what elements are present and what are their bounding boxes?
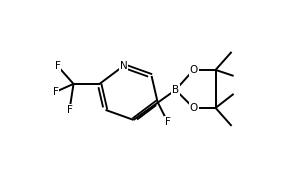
Text: F: F (53, 87, 59, 97)
Text: O: O (189, 103, 198, 113)
Text: F: F (55, 61, 60, 71)
Text: B: B (172, 85, 179, 95)
Text: F: F (66, 105, 72, 115)
Text: O: O (189, 65, 198, 75)
Text: F: F (165, 117, 170, 127)
Text: N: N (120, 61, 128, 71)
